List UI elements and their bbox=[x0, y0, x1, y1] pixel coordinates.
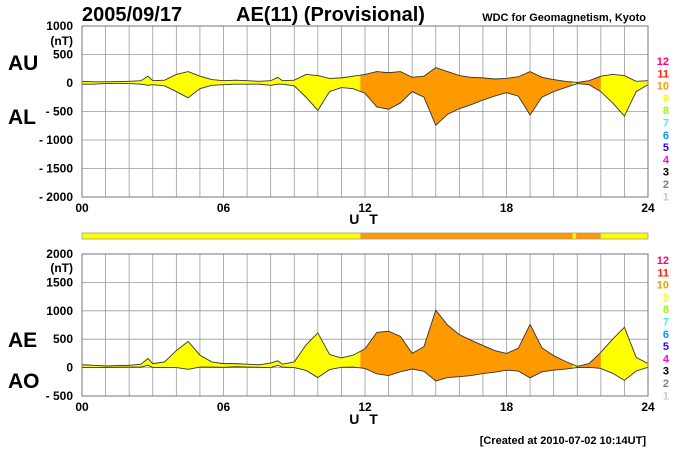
y-tick-label: 0 bbox=[66, 361, 73, 375]
station-count-legend-item: 4 bbox=[663, 353, 670, 365]
au-al-area-segment bbox=[82, 71, 361, 111]
station-count-segment bbox=[82, 233, 361, 239]
top-x-axis-label: U T bbox=[349, 211, 381, 227]
au-line bbox=[81, 67, 649, 83]
station-count-legend-item: 8 bbox=[663, 105, 669, 117]
station-count-legend-item: 6 bbox=[663, 130, 669, 142]
station-count-legend-item: 12 bbox=[657, 56, 669, 68]
station-count-legend-item: 11 bbox=[657, 68, 669, 80]
station-count-legend-item: 12 bbox=[657, 255, 669, 267]
ae-ao-area-segment bbox=[360, 310, 573, 381]
station-count-legend-item: 3 bbox=[663, 167, 669, 179]
created-timestamp: [Created at 2010-07-02 10:14UT] bbox=[480, 435, 647, 447]
ao-label: AO bbox=[8, 370, 40, 393]
station-count-legend-item: 10 bbox=[657, 280, 669, 292]
x-tick-label: 24 bbox=[641, 400, 655, 414]
y-tick-label: 2000 bbox=[46, 247, 73, 261]
x-tick-label: 00 bbox=[75, 201, 89, 215]
au-label: AU bbox=[8, 52, 38, 75]
x-tick-label: 12 bbox=[358, 400, 372, 414]
station-count-segment bbox=[572, 233, 577, 239]
station-count-legend-item: 7 bbox=[663, 118, 669, 130]
y-tick-label: 0 bbox=[66, 76, 73, 90]
station-count-legend-item: 3 bbox=[663, 366, 669, 378]
station-count-legend-item: 2 bbox=[663, 378, 669, 390]
station-count-segment bbox=[360, 233, 573, 239]
index-title: AE(11) (Provisional) bbox=[236, 4, 425, 26]
station-count-segment bbox=[600, 233, 648, 239]
au-al-area-segment bbox=[600, 74, 648, 117]
y-tick-label: - 2000 bbox=[39, 190, 73, 204]
bottom-unit-label: (nT) bbox=[50, 261, 73, 275]
x-tick-label: 06 bbox=[217, 201, 231, 215]
source-label: WDC for Geomagnetism, Kyoto bbox=[482, 12, 646, 24]
station-count-legend-item: 4 bbox=[663, 154, 670, 166]
station-count-legend-item: 10 bbox=[657, 81, 669, 93]
y-tick-label: - 1000 bbox=[39, 133, 73, 147]
station-count-legend-item: 11 bbox=[657, 267, 669, 279]
al-line bbox=[82, 83, 649, 126]
station-count-legend-item: 8 bbox=[663, 304, 669, 316]
station-count-legend-item: 9 bbox=[663, 93, 669, 105]
x-tick-label: 24 bbox=[641, 201, 655, 215]
station-count-legend-item: 2 bbox=[663, 179, 669, 191]
station-count-bar bbox=[81, 232, 649, 240]
station-count-legend-item: 5 bbox=[663, 341, 669, 353]
plot-frame bbox=[81, 25, 649, 198]
y-tick-label: - 500 bbox=[46, 389, 74, 403]
station-count-bar-frame bbox=[81, 232, 649, 240]
station-count-legend-item: 1 bbox=[663, 191, 669, 203]
y-tick-label: 500 bbox=[53, 332, 73, 346]
station-count-legend-item: 9 bbox=[663, 292, 669, 304]
y-tick-label: - 500 bbox=[46, 105, 74, 119]
y-tick-label: - 1500 bbox=[39, 162, 73, 176]
x-tick-label: 18 bbox=[500, 400, 514, 414]
station-count-legend-item: 6 bbox=[663, 329, 669, 341]
bottom-x-axis-label: U T bbox=[349, 411, 381, 427]
al-label: AL bbox=[8, 106, 36, 129]
ae-label: AE bbox=[8, 329, 37, 352]
x-tick-label: 18 bbox=[500, 201, 514, 215]
y-tick-label: 1500 bbox=[46, 275, 73, 289]
ae-line bbox=[81, 309, 649, 367]
ae-ao-area-segment bbox=[572, 364, 577, 369]
station-count-legend-item: 1 bbox=[663, 390, 669, 402]
station-count-segment bbox=[576, 233, 601, 239]
date-title: 2005/09/17 bbox=[82, 4, 182, 26]
y-tick-label: 1000 bbox=[46, 304, 73, 318]
ae-ao-area-segment bbox=[576, 352, 601, 369]
ao-line bbox=[81, 364, 649, 382]
au-al-area-segment bbox=[572, 81, 577, 86]
x-tick-label: 12 bbox=[358, 201, 372, 215]
plot-frame bbox=[81, 253, 649, 397]
x-tick-label: 00 bbox=[75, 400, 89, 414]
x-tick-label: 06 bbox=[217, 400, 231, 414]
y-tick-label: 500 bbox=[53, 48, 73, 62]
station-count-legend-item: 5 bbox=[663, 142, 669, 154]
au-al-area-segment bbox=[360, 67, 573, 126]
y-tick-label: 1000 bbox=[46, 19, 73, 33]
ae-ao-area-segment bbox=[600, 327, 648, 381]
station-count-legend-item: 7 bbox=[663, 317, 669, 329]
top-unit-label: (nT) bbox=[50, 34, 73, 48]
